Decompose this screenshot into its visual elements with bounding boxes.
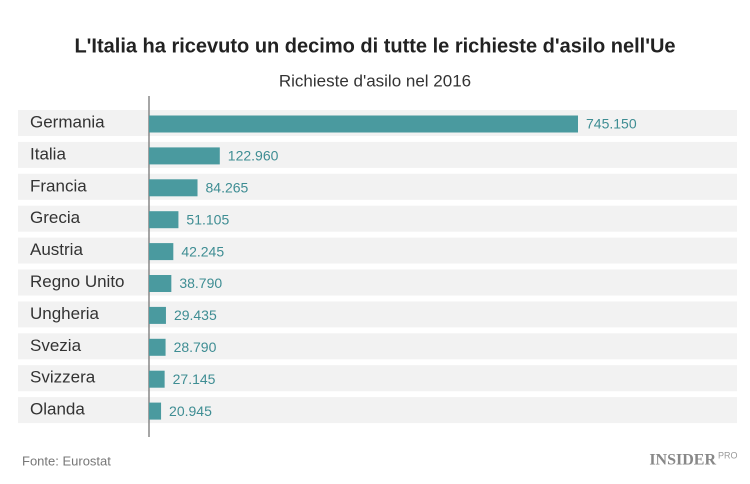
value-label: 20.945 (169, 403, 212, 419)
category-label: Austria (30, 240, 83, 259)
bar (149, 211, 179, 229)
row-band (18, 365, 737, 392)
row-band (18, 173, 737, 200)
value-label: 122.960 (228, 148, 279, 164)
chart-subtitle: Richieste d'asilo nel 2016 (279, 71, 471, 90)
bar (149, 370, 165, 388)
category-label: Svizzera (30, 368, 96, 387)
category-label: Regno Unito (30, 272, 125, 291)
bar (149, 402, 162, 420)
value-label: 51.105 (186, 211, 229, 227)
row-band (18, 141, 737, 168)
category-label: Svezia (30, 336, 82, 355)
bar (149, 179, 198, 197)
row-band (18, 205, 737, 232)
bar (149, 147, 220, 165)
category-label: Germania (30, 112, 105, 131)
category-label: Italia (30, 144, 66, 163)
rows (18, 110, 737, 424)
bar (149, 306, 166, 324)
bar (149, 115, 578, 133)
chart-title: L'Italia ha ricevuto un decimo di tutte … (74, 35, 675, 57)
value-label: 42.245 (181, 243, 224, 259)
row-band (18, 397, 737, 424)
brand-tag: PRO (718, 450, 738, 460)
source: Fonte: Eurostat (22, 453, 111, 468)
category-label: Ungheria (30, 304, 100, 323)
value-label: 27.145 (173, 371, 216, 387)
value-label: 28.790 (174, 339, 217, 355)
bar (149, 338, 166, 356)
category-label: Grecia (30, 208, 81, 227)
bar (149, 243, 174, 261)
value-label: 38.790 (179, 275, 222, 291)
category-label: Olanda (30, 400, 85, 419)
bar (149, 275, 172, 292)
row-band (18, 237, 737, 264)
row-band (18, 269, 737, 296)
value-label: 29.435 (174, 307, 217, 323)
brand-name: INSIDER (649, 452, 716, 469)
row-band (18, 301, 737, 328)
value-label: 84.265 (206, 180, 249, 196)
category-label: Francia (30, 176, 87, 195)
row-band (18, 333, 737, 360)
value-label: 745.150 (586, 116, 637, 132)
